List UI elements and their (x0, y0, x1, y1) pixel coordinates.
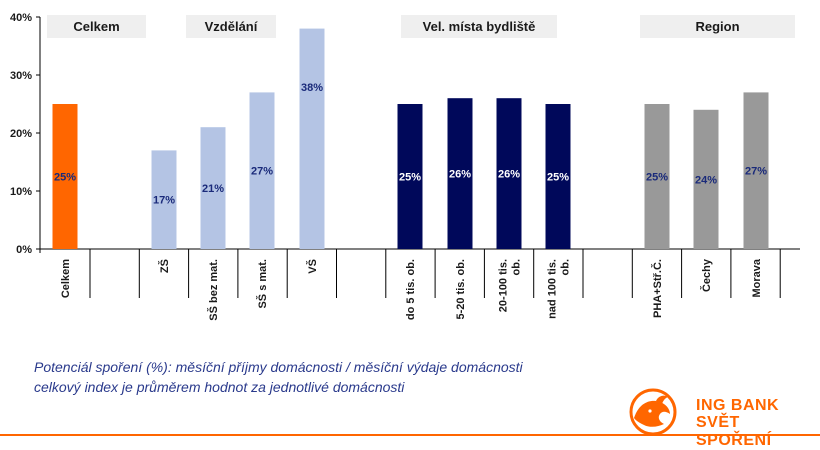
value-label: 38% (301, 82, 323, 94)
value-label: 25% (547, 172, 569, 184)
x-tick-label: nad 100 tis.ob. (547, 259, 572, 319)
footnote-line-1: Potenciál spoření (%): měsíční příjmy do… (34, 359, 523, 375)
group-header-vzdelani: Vzdělání (186, 15, 276, 38)
value-label: 27% (251, 166, 273, 178)
bar (693, 109, 719, 249)
bar (397, 104, 423, 249)
x-tick-label: Celkem (60, 259, 72, 298)
value-label: 25% (399, 172, 421, 184)
y-tick-label: 40% (10, 12, 32, 24)
bar (200, 127, 226, 249)
value-label: 21% (202, 183, 224, 195)
group-header-velikost-mista: Vel. místa bydliště (401, 15, 557, 38)
brand-name-line-1: ING BANK (696, 397, 780, 414)
y-tick-label: 10% (10, 186, 32, 198)
x-tick-label: ZŠ (158, 259, 171, 273)
bar (299, 28, 325, 249)
value-label: 27% (745, 166, 767, 178)
y-tick-label: 30% (10, 70, 32, 82)
value-label: 26% (498, 169, 520, 181)
bar (249, 92, 275, 250)
value-label: 26% (449, 169, 471, 181)
x-tick-label: PHA+Stř.Č. (651, 259, 664, 318)
bar (496, 98, 522, 249)
x-tick-label: 5-20 tis. ob. (455, 259, 467, 320)
value-label: 25% (54, 172, 76, 184)
bar (52, 104, 78, 249)
brand-name-line-2: SVĚT SPOŘENÍ (696, 414, 772, 449)
bar (545, 104, 571, 249)
group-header-celkem: Celkem (47, 15, 146, 38)
x-tick-label: Čechy (700, 258, 713, 292)
x-tick-label: do 5 tis. ob. (405, 259, 417, 320)
bar (743, 92, 769, 250)
x-tick-label: SŠ s mat. (256, 259, 269, 309)
value-label: 24% (695, 174, 717, 186)
y-tick-label: 20% (10, 128, 32, 140)
x-tick-label: Morava (751, 258, 763, 297)
value-label: 25% (646, 172, 668, 184)
bar-chart: 0% 10% 20% 30% 40% 25% Celkem 17% ZŠ 21% SŠ bez ma… (10, 12, 800, 321)
x-tick-label: 20-100 tis.ob. (498, 259, 523, 312)
value-label: 17% (153, 195, 175, 207)
bar (151, 150, 177, 249)
bar (644, 104, 670, 249)
group-header-region: Region (640, 15, 795, 38)
y-tick-label: 0% (16, 244, 32, 256)
bar (447, 98, 473, 249)
ing-lion-logo (629, 388, 677, 436)
bottom-accent-line (0, 434, 820, 436)
x-tick-label: SŠ bez mat. (207, 259, 220, 321)
x-tick-label: VŠ (306, 259, 319, 274)
footnote-line-2: celkový index je průměrem hodnot za jedn… (34, 379, 405, 395)
